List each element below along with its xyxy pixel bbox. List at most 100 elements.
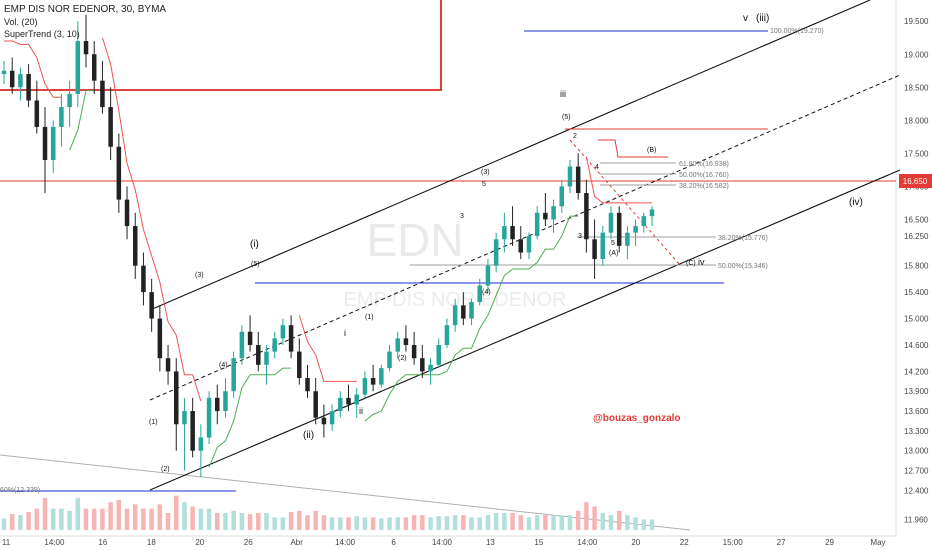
symbol-title[interactable]: EMP DIS NOR EDENOR, 30, BYMA bbox=[4, 4, 167, 15]
candle-body[interactable] bbox=[625, 232, 630, 246]
candle-body[interactable] bbox=[428, 364, 433, 372]
candle-body[interactable] bbox=[559, 186, 565, 207]
time-tick-label: 20 bbox=[195, 538, 204, 547]
candle-body[interactable] bbox=[149, 292, 154, 319]
candle-body[interactable] bbox=[26, 74, 31, 101]
candle-body[interactable] bbox=[247, 331, 253, 345]
candle-body[interactable] bbox=[50, 126, 56, 160]
candle-body[interactable] bbox=[452, 305, 458, 326]
candle-body[interactable] bbox=[67, 93, 72, 108]
candle-body[interactable] bbox=[231, 358, 236, 392]
candle-body[interactable] bbox=[370, 378, 376, 385]
candle-body[interactable] bbox=[59, 107, 64, 127]
candle-body[interactable] bbox=[83, 41, 89, 55]
candle-body[interactable] bbox=[362, 378, 368, 395]
candle-body[interactable] bbox=[9, 70, 15, 88]
candle-body[interactable] bbox=[592, 239, 597, 260]
candle-body[interactable] bbox=[543, 212, 548, 220]
candle-body[interactable] bbox=[264, 351, 269, 365]
supertrend-legend[interactable]: SuperTrend (3, 10) bbox=[4, 29, 80, 39]
candle-body[interactable] bbox=[411, 344, 417, 359]
candle-body[interactable] bbox=[215, 397, 220, 412]
candle-body[interactable] bbox=[305, 378, 310, 392]
candle-body[interactable] bbox=[34, 100, 40, 127]
channel-lower-line[interactable] bbox=[149, 169, 901, 491]
candle-body[interactable] bbox=[280, 325, 286, 339]
candle-body[interactable] bbox=[297, 351, 302, 379]
candle-body[interactable] bbox=[124, 199, 130, 227]
candle-body[interactable] bbox=[1, 70, 7, 75]
candle-body[interactable] bbox=[132, 226, 138, 266]
volume-bar bbox=[608, 515, 614, 530]
candle-body[interactable] bbox=[420, 358, 425, 372]
candle-body[interactable] bbox=[173, 371, 179, 425]
candle-body[interactable] bbox=[354, 394, 359, 405]
volume-bar bbox=[428, 517, 433, 530]
candle-body[interactable] bbox=[165, 358, 171, 372]
candle-body[interactable] bbox=[584, 193, 589, 240]
candle-body[interactable] bbox=[108, 107, 113, 147]
candle-body[interactable] bbox=[502, 226, 507, 240]
candle-body[interactable] bbox=[100, 80, 105, 108]
volume-bar bbox=[534, 515, 540, 530]
candle-body[interactable] bbox=[272, 338, 277, 352]
candle-body[interactable] bbox=[239, 331, 245, 359]
candle-body[interactable] bbox=[288, 325, 294, 352]
volume-bar bbox=[198, 508, 204, 530]
last-price-label: 16.650 bbox=[903, 177, 928, 186]
candle-body[interactable] bbox=[329, 411, 335, 425]
candle-body[interactable] bbox=[18, 74, 23, 88]
candle-body[interactable] bbox=[256, 344, 261, 365]
candle-body[interactable] bbox=[641, 216, 647, 227]
wave-label-p5b: (5) bbox=[562, 114, 571, 121]
candle-body[interactable] bbox=[223, 391, 228, 412]
time-axis[interactable]: 11 14:00 16 18 20 26 Abr 14:00 6 14:00 13 15 14:00 20… bbox=[2, 538, 886, 547]
candle-body[interactable] bbox=[518, 239, 524, 253]
candle-body[interactable] bbox=[469, 302, 474, 319]
candle-body[interactable] bbox=[403, 338, 409, 345]
candle-body[interactable] bbox=[608, 212, 614, 233]
candle-body[interactable] bbox=[551, 206, 556, 220]
candle-body[interactable] bbox=[206, 397, 212, 438]
candle-body[interactable] bbox=[534, 212, 540, 236]
candle-body[interactable] bbox=[116, 146, 122, 200]
candle-body[interactable] bbox=[436, 344, 441, 365]
candle-body[interactable] bbox=[526, 235, 532, 253]
volume-bar bbox=[338, 517, 343, 530]
candle-body[interactable] bbox=[75, 41, 81, 94]
candle-body[interactable] bbox=[461, 305, 466, 319]
candle-body[interactable] bbox=[141, 265, 146, 293]
candle-body[interactable] bbox=[493, 239, 499, 266]
candle-body[interactable] bbox=[198, 437, 204, 451]
channel-upper-line[interactable] bbox=[149, 0, 871, 311]
candle-body[interactable] bbox=[485, 265, 491, 286]
candle-body[interactable] bbox=[190, 411, 195, 451]
candle-body[interactable] bbox=[510, 226, 515, 240]
candle-body[interactable] bbox=[567, 166, 573, 187]
candle-body[interactable] bbox=[346, 397, 351, 405]
candle-body[interactable] bbox=[395, 338, 400, 352]
candle-body[interactable] bbox=[649, 209, 655, 217]
time-tick-label: 13 bbox=[486, 538, 495, 547]
volume-bar bbox=[288, 511, 294, 530]
wave-label-n5a: 5 bbox=[482, 181, 486, 188]
candle-body[interactable] bbox=[444, 325, 450, 345]
candle-body[interactable] bbox=[575, 166, 581, 194]
candle-body[interactable] bbox=[313, 391, 318, 418]
candle-body[interactable] bbox=[477, 285, 483, 303]
candles[interactable] bbox=[1, 14, 655, 478]
candle-body[interactable] bbox=[91, 54, 97, 81]
volume-bar bbox=[346, 517, 351, 530]
candle-body[interactable] bbox=[321, 417, 327, 425]
candle-body[interactable] bbox=[379, 368, 384, 385]
volume-legend[interactable]: Vol. (20) bbox=[4, 17, 38, 27]
candle-body[interactable] bbox=[157, 318, 163, 359]
candle-body[interactable] bbox=[42, 126, 48, 160]
candle-body[interactable] bbox=[387, 351, 392, 369]
candle-body[interactable] bbox=[616, 212, 622, 246]
candle-body[interactable] bbox=[338, 397, 343, 412]
candle-body[interactable] bbox=[633, 226, 638, 233]
candle-body[interactable] bbox=[182, 411, 187, 425]
candle-body[interactable] bbox=[600, 232, 606, 260]
